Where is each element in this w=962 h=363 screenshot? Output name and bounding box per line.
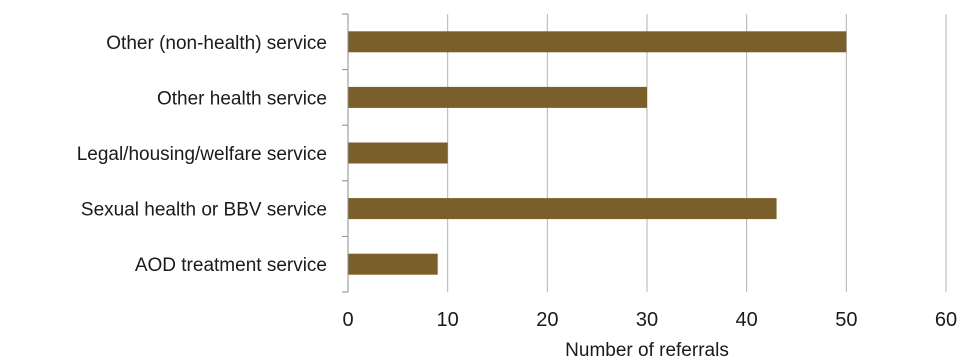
axes	[342, 13, 349, 293]
x-tick-label: 10	[437, 309, 459, 331]
gridlines	[447, 14, 947, 292]
bar	[348, 142, 448, 164]
bars	[348, 31, 847, 275]
x-tick-label: 40	[736, 309, 758, 331]
bar	[348, 86, 647, 108]
category-labels: Other (non-health) service Other health s…	[77, 33, 327, 276]
x-tick-label: 20	[536, 309, 558, 331]
category-label: Legal/housing/welfare service	[77, 144, 327, 165]
category-label: AOD treatment service	[135, 255, 327, 276]
x-tick-label: 50	[835, 309, 857, 331]
x-tick-label: 60	[935, 309, 957, 331]
bar	[348, 253, 438, 275]
bar	[348, 31, 847, 53]
category-label: Sexual health or BBV service	[81, 200, 327, 221]
tick-labels: 0 10 20 30 40 50 60	[342, 309, 957, 331]
category-label: Other health service	[157, 88, 327, 109]
x-tick-label: 0	[342, 309, 353, 331]
x-axis-title: Number of referrals	[565, 340, 729, 361]
bar	[348, 198, 777, 220]
x-tick-label: 30	[636, 309, 658, 331]
category-label: Other (non-health) service	[106, 33, 327, 54]
